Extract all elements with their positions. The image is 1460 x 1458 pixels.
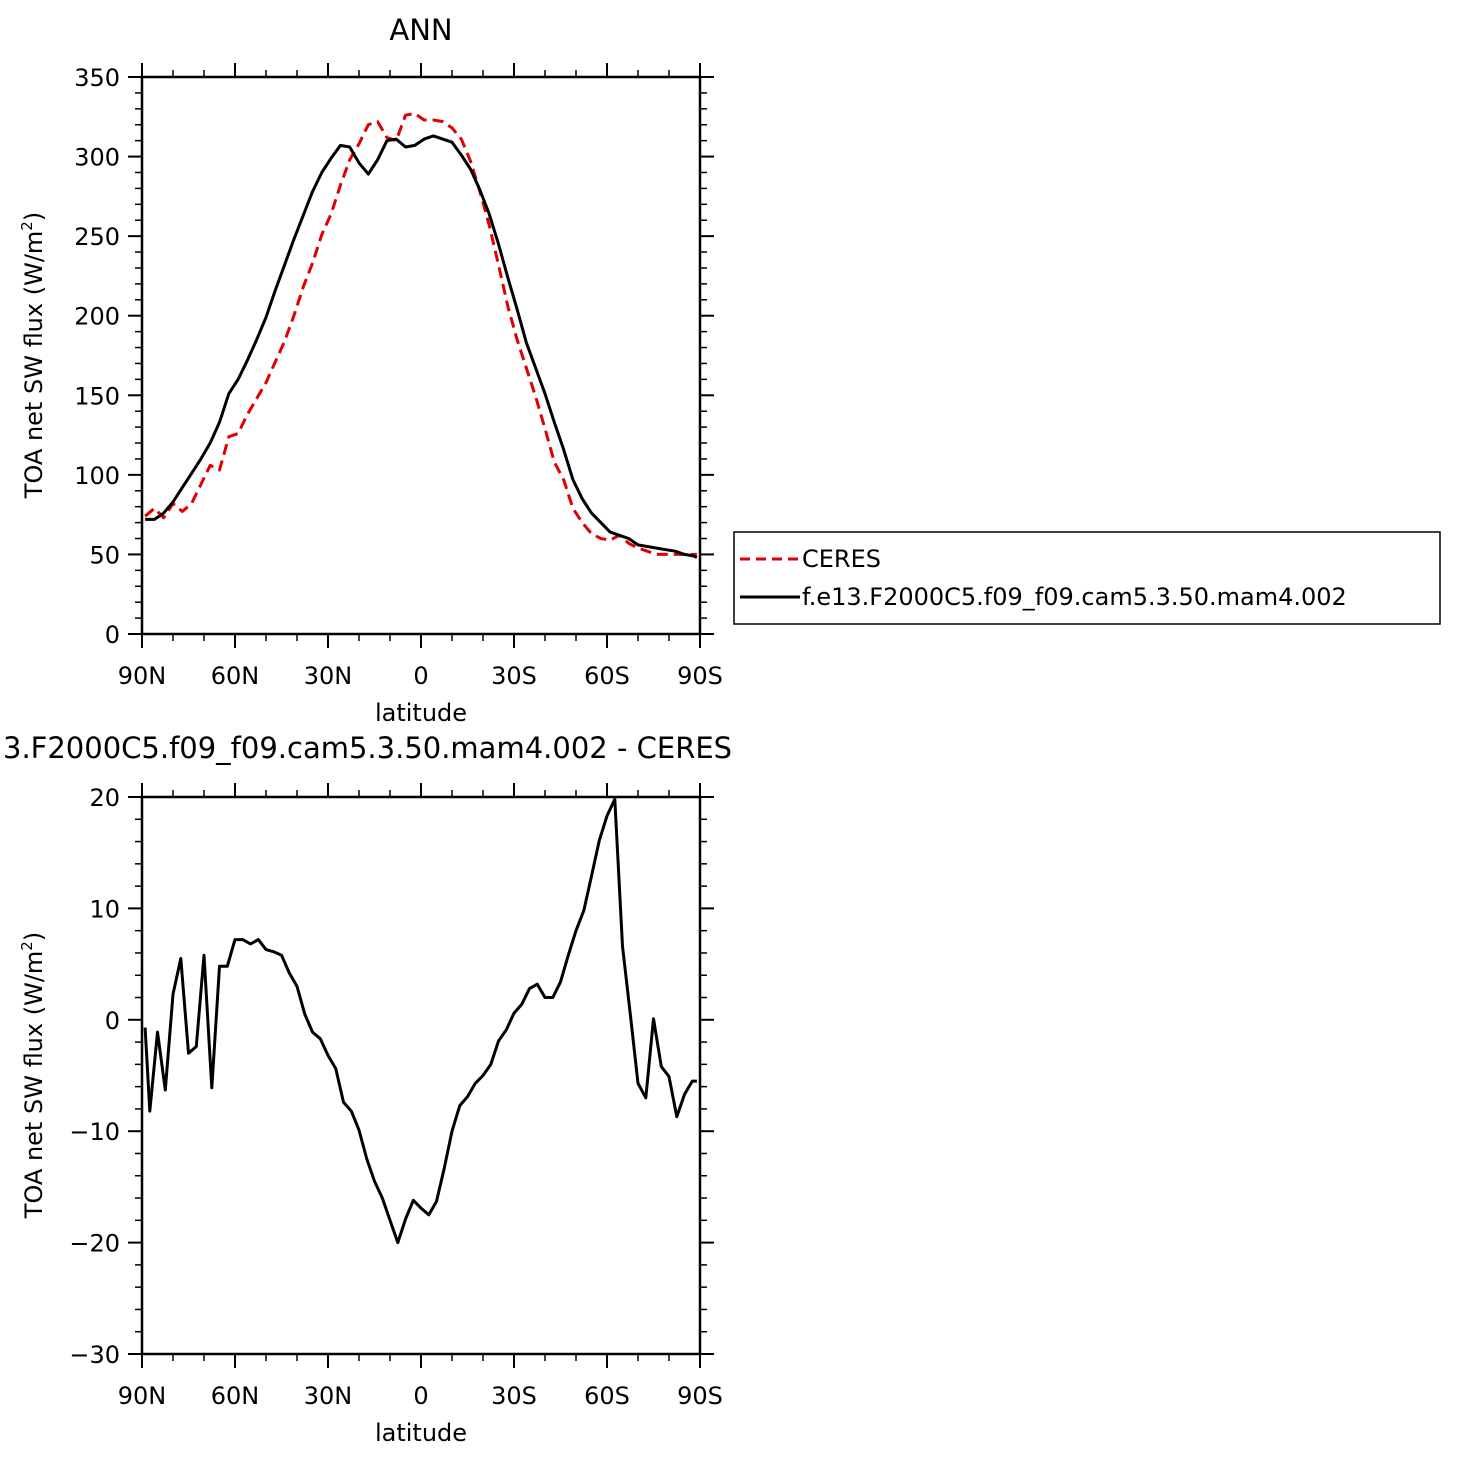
bottom-chart-y-axis-title-close: ): [20, 932, 48, 941]
top-chart-series-line-0: [144, 112, 697, 556]
top-chart-y-tick-label: 250: [74, 223, 120, 251]
top-chart-y-axis-title-sup: 2: [18, 221, 36, 231]
top-chart-y-tick-label: 150: [74, 382, 120, 410]
top-chart-series-line-1: [145, 134, 698, 559]
bottom-chart-y-axis-title-main: TOA net SW flux (W/m: [20, 951, 48, 1220]
top-chart-x-tick-label: 30S: [491, 662, 537, 690]
bottom-chart-y-tick-label: 10: [89, 895, 120, 923]
legend-box: [733, 531, 1441, 625]
bottom-chart-y-tick-label: 0: [105, 1007, 120, 1035]
bottom-chart-series-line-0: [143, 797, 697, 1245]
top-chart-y-tick-label: 350: [74, 64, 120, 92]
bottom-chart-x-tick-label: 30S: [491, 1382, 537, 1410]
legend: CERES f.e13.F2000C5.f09_f09.cam5.3.50.ma…: [733, 531, 1441, 625]
top-chart-y-tick-label: 0: [105, 621, 120, 649]
bottom-chart-y-tick-label: 20: [89, 784, 120, 812]
bottom-chart-x-tick-label: 0: [413, 1382, 428, 1410]
top-chart-x-tick-label: 30N: [304, 662, 353, 690]
bottom-chart-x-tick-label: 60S: [584, 1382, 630, 1410]
bottom-chart-title: 3.F2000C5.f09_f09.cam5.3.50.mam4.002 - C…: [3, 731, 732, 765]
bottom-chart-y-tick-label: −20: [69, 1230, 120, 1258]
top-chart-x-tick-label: 60N: [211, 662, 260, 690]
bottom-chart-y-tick-label: −30: [69, 1341, 120, 1369]
bottom-chart-x-axis-title: latitude: [375, 1419, 467, 1447]
bottom-chart-plot-area: −30 −20 −10 0 10 20 90N 60N 30N 0 30S 60S 90S: [69, 783, 723, 1410]
bottom-chart-x-tick-label: 60N: [211, 1382, 260, 1410]
bottom-chart-x-tick-label: 30N: [304, 1382, 353, 1410]
top-chart-title: ANN: [389, 13, 452, 47]
top-chart-y-tick-label: 50: [89, 541, 120, 569]
bottom-chart-y-axis-title-sup: 2: [18, 941, 36, 951]
bottom-chart-y-axis-title: TOA net SW flux (W/m2): [18, 932, 48, 1219]
top-chart-x-tick-label: 90N: [118, 662, 167, 690]
top-chart-x-tick-label: 60S: [584, 662, 630, 690]
top-chart-x-axis-title: latitude: [375, 699, 467, 727]
top-chart-y-tick-label: 200: [74, 303, 120, 331]
top-chart-plot-area: 0 50 100 150 200 250 300 350 90N 60N 30N 0 30S 60S 90S: [74, 63, 723, 690]
top-chart-x-tick-label: 90S: [677, 662, 723, 690]
bottom-chart-y-tick-label: −10: [69, 1118, 120, 1146]
top-chart-y-axis-title: TOA net SW flux (W/m2): [18, 212, 48, 499]
top-chart-y-axis-title-close: ): [20, 212, 48, 221]
legend-label-ceres: CERES: [802, 545, 881, 573]
top-chart-x-tick-label: 0: [413, 662, 428, 690]
top-chart-y-tick-label: 300: [74, 144, 120, 172]
bottom-chart-frame: [140, 795, 702, 1356]
top-chart-y-axis-title-main: TOA net SW flux (W/m: [20, 231, 48, 500]
bottom-chart-x-tick-label: 90N: [118, 1382, 167, 1410]
legend-label-model: f.e13.F2000C5.f09_f09.cam5.3.50.mam4.002: [802, 583, 1347, 611]
top-chart-y-tick-label: 100: [74, 462, 120, 490]
top-chart-frame: [140, 75, 702, 636]
bottom-chart-x-tick-label: 90S: [677, 1382, 723, 1410]
